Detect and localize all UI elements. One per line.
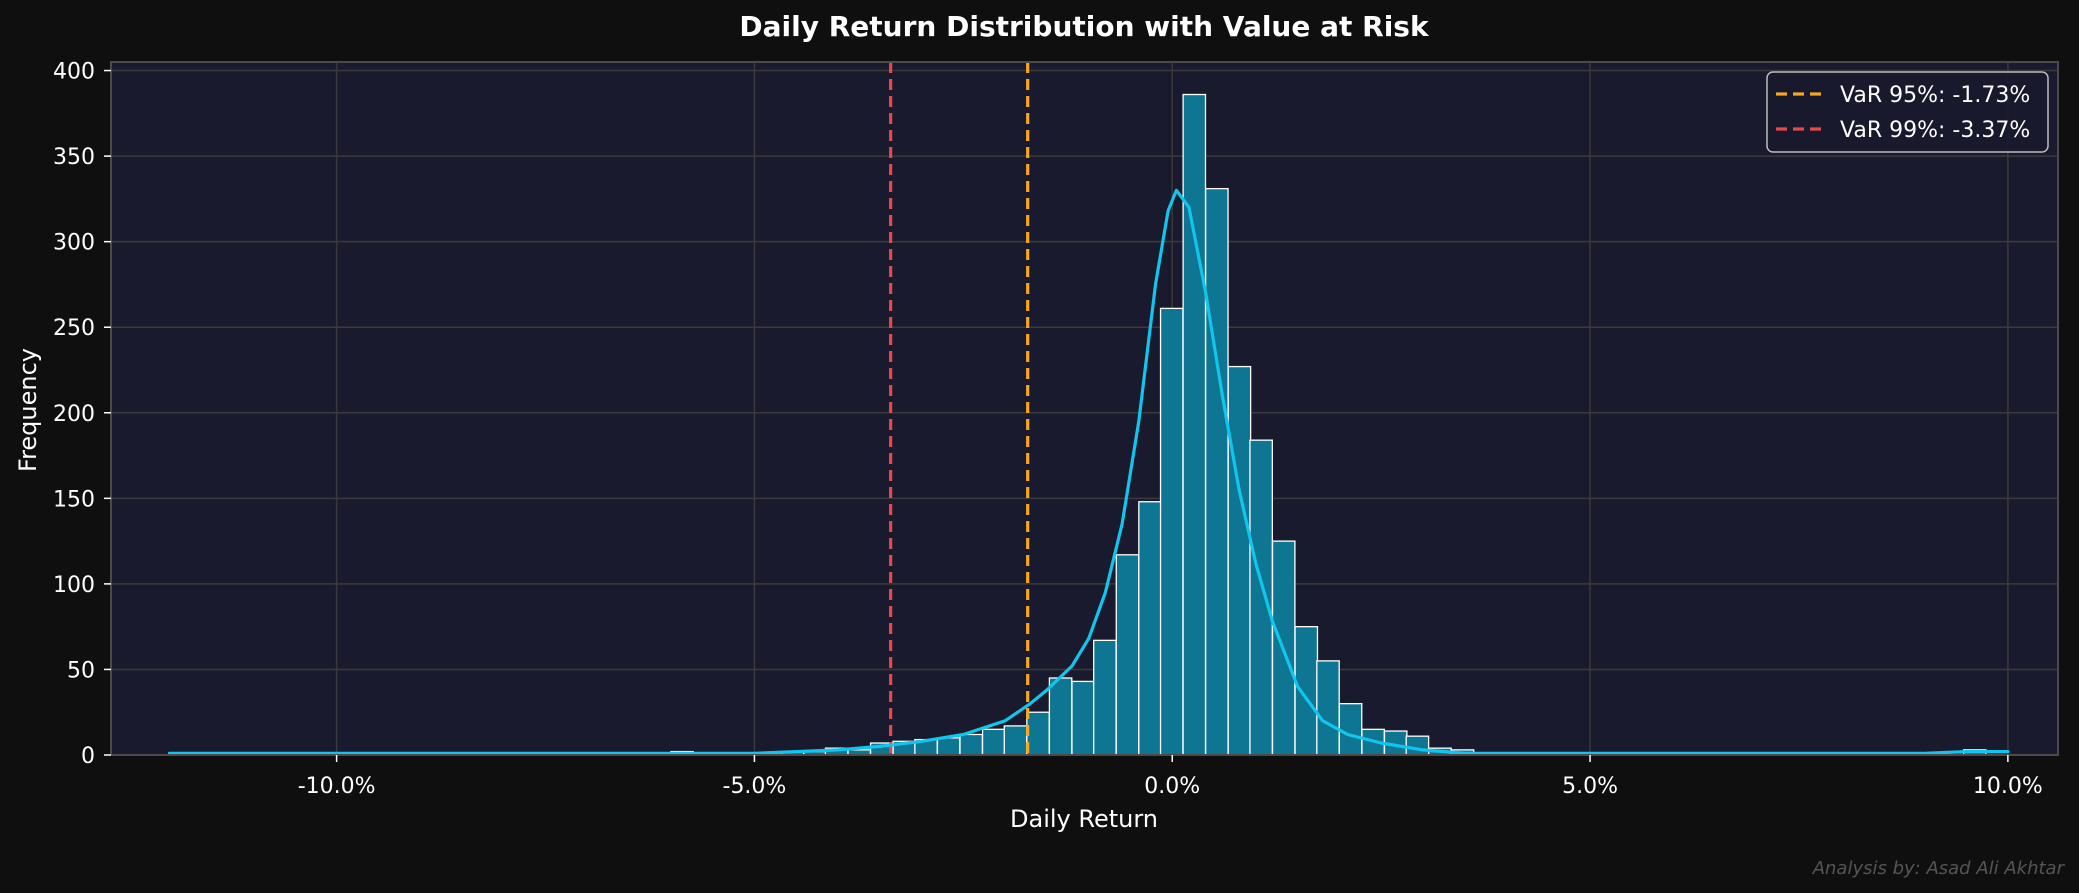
histogram-bar-21 [1138, 501, 1162, 756]
histogram-bar-17 [1048, 677, 1073, 756]
y-tick-label-2: 100 [53, 573, 95, 598]
var-lines [889, 62, 1030, 755]
histogram-bar-12 [936, 737, 961, 756]
histogram-bar-15 [1003, 725, 1028, 756]
y-tick-label-0: 0 [81, 744, 95, 769]
legend-label-1: VaR 99%: -3.37% [1840, 118, 2030, 143]
histogram-bar-30 [1338, 703, 1363, 756]
histogram-bar-24 [1205, 187, 1229, 756]
y-tick-label-1: 50 [67, 658, 95, 683]
legend: VaR 95%: -1.73% VaR 99%: -3.37% [1766, 71, 2049, 153]
histogram-bar-22 [1159, 307, 1184, 756]
histogram-bar-18 [1071, 680, 1096, 756]
histogram-bar-13 [959, 733, 984, 756]
histogram-bar-19 [1093, 639, 1117, 756]
plot-area [111, 62, 2058, 755]
histogram-bar-29 [1316, 660, 1340, 756]
legend-label-0: VaR 95%: -1.73% [1840, 83, 2030, 108]
x-axis-label: Daily Return [1010, 805, 1158, 833]
histogram-bar-25 [1227, 365, 1252, 756]
y-axis-ticks: 0 50 100 150 200 250 300 350 400 [53, 60, 111, 769]
x-tick-label-2: 0.0% [1144, 774, 1200, 799]
y-tick-label-3: 150 [53, 487, 95, 512]
y-axis-label: Frequency [14, 348, 42, 472]
x-tick-label-4: 10.0% [1973, 774, 2043, 799]
y-tick-label-4: 200 [53, 402, 95, 427]
plot-frame [110, 61, 2059, 756]
histogram-bar-16 [1026, 711, 1050, 756]
histogram-bar-26 [1249, 439, 1273, 756]
histogram-bar-20 [1115, 554, 1140, 756]
x-tick-label-3: 5.0% [1562, 774, 1618, 799]
histogram-bar-23 [1182, 93, 1207, 756]
y-tick-label-7: 350 [53, 145, 95, 170]
x-axis-ticks: -10.0% -5.0% 0.0% 5.0% 10.0% [298, 755, 2043, 799]
credit-watermark: Analysis by: Asad Ali Akhtar [1812, 858, 2066, 879]
kde-curve [167, 188, 2010, 755]
x-tick-label-1: -5.0% [723, 774, 787, 799]
x-tick-label-0: -10.0% [298, 774, 376, 799]
histogram-bar-33 [1405, 735, 1430, 756]
legend-box [1766, 71, 2049, 153]
grid [111, 62, 2058, 756]
y-tick-label-6: 300 [53, 231, 95, 256]
histogram-bar-14 [981, 728, 1006, 756]
chart-title: Daily Return Distribution with Value at … [739, 10, 1430, 43]
y-tick-label-8: 400 [53, 60, 95, 85]
y-tick-label-5: 250 [53, 316, 95, 341]
histogram-bar-28 [1294, 626, 1319, 756]
